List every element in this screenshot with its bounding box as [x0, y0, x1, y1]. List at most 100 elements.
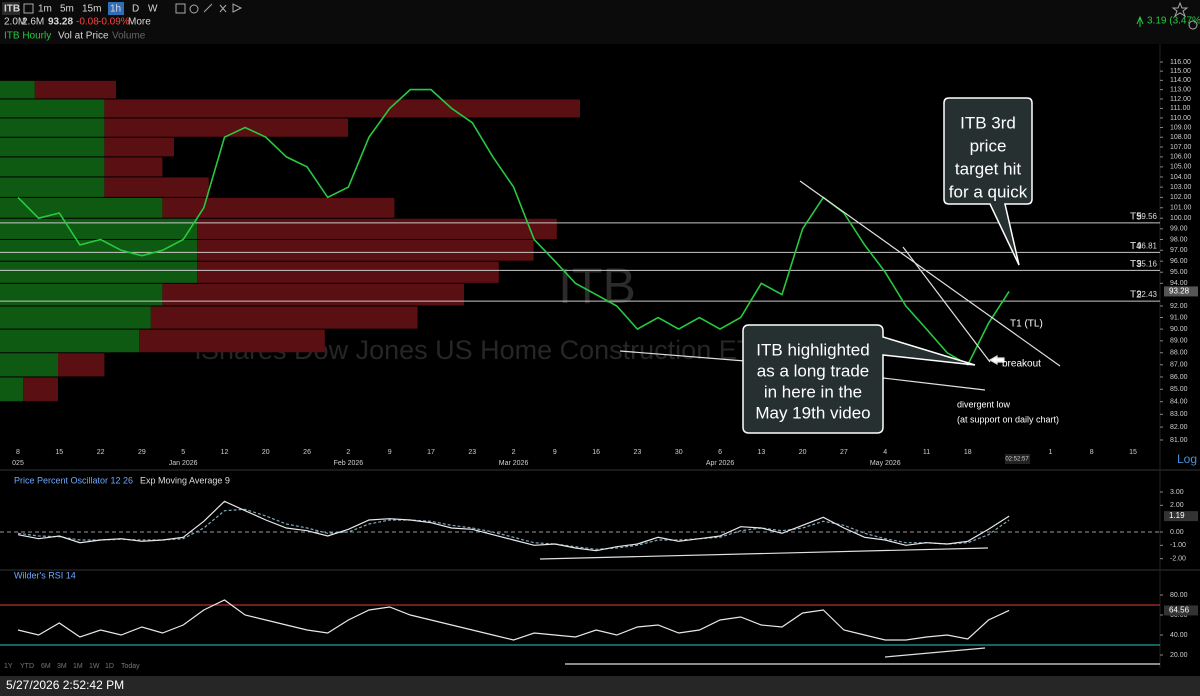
- last-value-box: [1164, 286, 1198, 297]
- x-tick-label: 27: [840, 449, 848, 456]
- series-line: [17, 508, 1010, 550]
- draw-icon[interactable]: [189, 4, 199, 14]
- cross-icon[interactable]: [219, 4, 227, 13]
- y-tick-label: -1.00: [1170, 542, 1186, 549]
- y-tick-label: 114.00: [1170, 77, 1191, 84]
- interval-selected: [108, 2, 124, 15]
- star-icon[interactable]: [1171, 1, 1189, 18]
- y-tick-label: 82.00: [1170, 424, 1188, 431]
- volume-down-bar: [162, 197, 395, 218]
- interval-button[interactable]: 15m: [82, 4, 101, 15]
- y-tick-label: 94.00: [1170, 280, 1188, 287]
- x-tick-label: 15: [1129, 449, 1137, 456]
- study-title: Wilder's RSI 14: [14, 570, 76, 580]
- range-button[interactable]: 6M: [41, 663, 51, 670]
- y-tick-label: 92.00: [1170, 303, 1188, 310]
- study-label: ITB Hourly: [4, 31, 51, 42]
- interval-button[interactable]: 5m: [60, 4, 74, 15]
- range-button[interactable]: 3M: [57, 663, 67, 670]
- pen-icon[interactable]: [203, 3, 213, 13]
- range-button[interactable]: 1M: [73, 663, 83, 670]
- share-icon[interactable]: [232, 3, 243, 13]
- volume-down-bar: [162, 283, 464, 306]
- study-label: Vol at Price: [58, 31, 109, 42]
- volume-down-bar: [139, 329, 325, 353]
- settings-icon[interactable]: [1188, 20, 1198, 30]
- series-line: [17, 500, 1010, 552]
- callout-text: in here in the: [764, 382, 862, 401]
- volume-up-bar: [0, 353, 58, 377]
- callout-text: for a quick: [949, 182, 1028, 201]
- symbol-box[interactable]: [2, 2, 20, 15]
- y-tick-label: 99.00: [1170, 226, 1188, 233]
- divergence-line: [884, 647, 986, 658]
- y-tick-label: 91.00: [1170, 314, 1188, 321]
- y-tick-label: 88.00: [1170, 350, 1188, 357]
- y-tick-label: 86.00: [1170, 374, 1188, 381]
- volume-up-bar: [0, 118, 105, 137]
- trend-lines: [539, 180, 1160, 665]
- x-tick-label: 9: [388, 449, 392, 456]
- range-button[interactable]: Today: [121, 663, 140, 670]
- y-tick-label: 115.00: [1170, 68, 1191, 75]
- y-tick-label: 111.00: [1170, 105, 1190, 112]
- y-tick-label: 109.00: [1170, 124, 1192, 131]
- y-tick-label: 2.00: [1170, 502, 1184, 509]
- y-tick-label: 81.00: [1170, 437, 1188, 444]
- quote-field: 2.0M: [4, 17, 26, 28]
- y-tick-label: 80.00: [1170, 592, 1188, 599]
- breakout-arrow: [988, 354, 1005, 366]
- last-value-label: 64.56: [1169, 606, 1190, 615]
- volume-up-bar: [0, 137, 105, 157]
- log-button[interactable]: Log: [1177, 452, 1197, 466]
- x-tick-label: 30: [675, 449, 683, 456]
- x-tick-label: 20: [799, 449, 807, 456]
- range-button[interactable]: 1D: [105, 663, 114, 670]
- annotation: T1 (TL): [1010, 319, 1043, 330]
- x-tick-label: 5: [181, 449, 185, 456]
- interval-button[interactable]: 1m: [38, 4, 52, 15]
- range-button[interactable]: 1Y: [4, 663, 13, 670]
- annotation-layer: 1m 5m 15m 1h D W2.0M2.6M 93.28 -0.08 -0.09%MoreI…: [4, 2, 1198, 670]
- callout-text: price: [970, 136, 1007, 155]
- x-tick-label: 20: [262, 449, 270, 456]
- target-value: 99.56: [1137, 212, 1158, 221]
- y-tick-label: 0.00: [1170, 529, 1184, 536]
- annotation: divergent low: [957, 399, 1011, 409]
- chart-icon[interactable]: [175, 3, 186, 14]
- y-tick-label: 98.00: [1170, 236, 1188, 243]
- symbol[interactable]: ITB: [4, 4, 20, 15]
- range-button[interactable]: YTD: [20, 663, 34, 670]
- study-title: Price Percent Oscillator 12 26: [14, 475, 133, 485]
- y-tick-label: 3.00: [1170, 489, 1184, 496]
- volume-down-bar: [58, 353, 105, 377]
- volume-down-bar: [34, 80, 116, 99]
- interval-button[interactable]: 1h: [110, 4, 121, 15]
- quote-field: 93.28: [48, 17, 73, 28]
- x-tick-label: 17: [427, 449, 435, 456]
- x-month-label: 025: [12, 460, 24, 467]
- callout-text: as a long trade: [757, 361, 869, 380]
- y-tick-label: 83.00: [1170, 411, 1188, 418]
- callout-text: ITB highlighted: [756, 340, 869, 359]
- volume-down-bar: [104, 99, 581, 118]
- trend-line: [799, 180, 1061, 367]
- y-tick-label: 112.00: [1170, 96, 1191, 103]
- x-tick-label: 29: [138, 449, 146, 456]
- x-tick-label: 23: [634, 449, 642, 456]
- clock-box: [1005, 454, 1030, 464]
- y-tick-label: 90.00: [1170, 326, 1188, 333]
- interval-button[interactable]: W: [148, 4, 158, 15]
- target-name: T4: [1130, 241, 1142, 252]
- callout-text: target hit: [955, 159, 1021, 178]
- y-tick-label: 116.00: [1170, 59, 1191, 66]
- y-tick-label: 102.00: [1170, 194, 1192, 201]
- interval-button[interactable]: D: [132, 4, 139, 15]
- volume-up-bar: [0, 177, 105, 197]
- y-tick-label: -2.00: [1170, 556, 1186, 563]
- quote-field: -0.08: [76, 17, 99, 28]
- target-name: T3: [1130, 259, 1142, 270]
- range-button[interactable]: 1W: [89, 663, 100, 670]
- grid-icon[interactable]: [23, 3, 34, 14]
